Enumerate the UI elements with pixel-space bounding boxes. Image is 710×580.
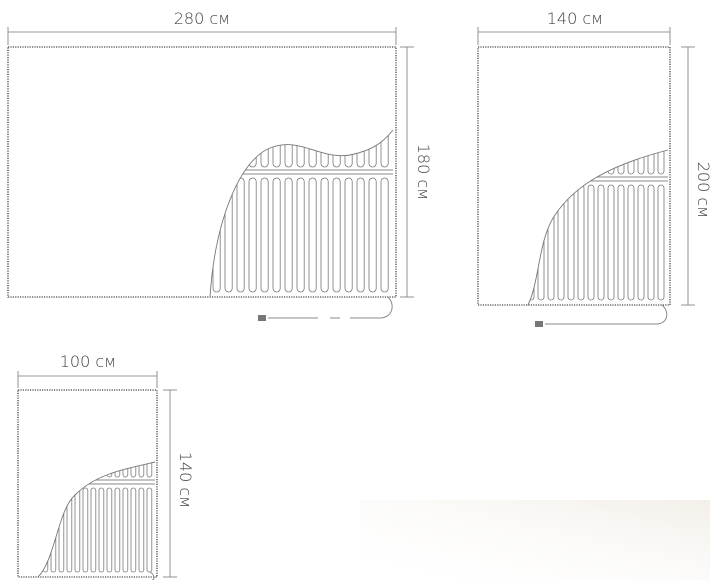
background-fade [360, 500, 710, 580]
plug [535, 321, 543, 327]
heating-loop [114, 487, 121, 573]
heating-loop [344, 177, 353, 293]
heating-loop [320, 177, 329, 293]
heating-loop [130, 487, 137, 573]
cable [268, 296, 393, 319]
heating-loop [597, 184, 605, 301]
heating-loop [617, 184, 625, 301]
heating-loop [368, 177, 377, 293]
height-label: 140 см [176, 452, 195, 509]
height-label: 200 см [694, 162, 710, 219]
blanket-small: 100 см 140 см [17, 352, 195, 580]
heating-loop [356, 177, 365, 293]
heating-loop [98, 487, 105, 573]
heating-loop [296, 177, 305, 293]
blanket-large: 280 см 180 см [7, 9, 433, 321]
heating-loop [607, 184, 615, 301]
heating-loop [627, 184, 635, 301]
blanket-outline [7, 46, 397, 298]
heating-loop [82, 487, 89, 573]
heating-loop [106, 487, 113, 573]
heating-loop [260, 177, 269, 293]
heating-element [528, 150, 668, 301]
heating-loop [248, 177, 257, 293]
heating-loop [146, 487, 153, 573]
heating-loop [272, 177, 281, 293]
width-label: 280 см [174, 9, 231, 28]
heating-loop [122, 487, 129, 573]
heating-loop [138, 462, 145, 478]
heating-loop [122, 462, 129, 478]
heating-loop [138, 487, 145, 573]
cutaway-edge [527, 149, 669, 306]
heating-loop [332, 177, 341, 293]
heating-loop [114, 462, 121, 478]
heating-loop [308, 177, 317, 293]
width-label: 100 см [60, 352, 117, 371]
heating-loop [587, 184, 595, 301]
heating-loop [284, 177, 293, 293]
heating-loop [106, 462, 113, 478]
cutaway-edge [37, 461, 156, 578]
heating-loop [380, 177, 389, 293]
heating-loop [146, 462, 153, 478]
blanket-medium: 140 см 200 см [477, 9, 710, 327]
heating-loop [657, 184, 665, 301]
heating-loop [647, 184, 655, 301]
height-label: 180 см [414, 144, 433, 201]
cable [545, 304, 668, 325]
heating-loop [90, 487, 97, 573]
heating-loop [130, 462, 137, 478]
heating-loop [637, 184, 645, 301]
cutaway-edge [209, 129, 394, 298]
plug [258, 315, 266, 321]
width-label: 140 см [547, 9, 604, 28]
